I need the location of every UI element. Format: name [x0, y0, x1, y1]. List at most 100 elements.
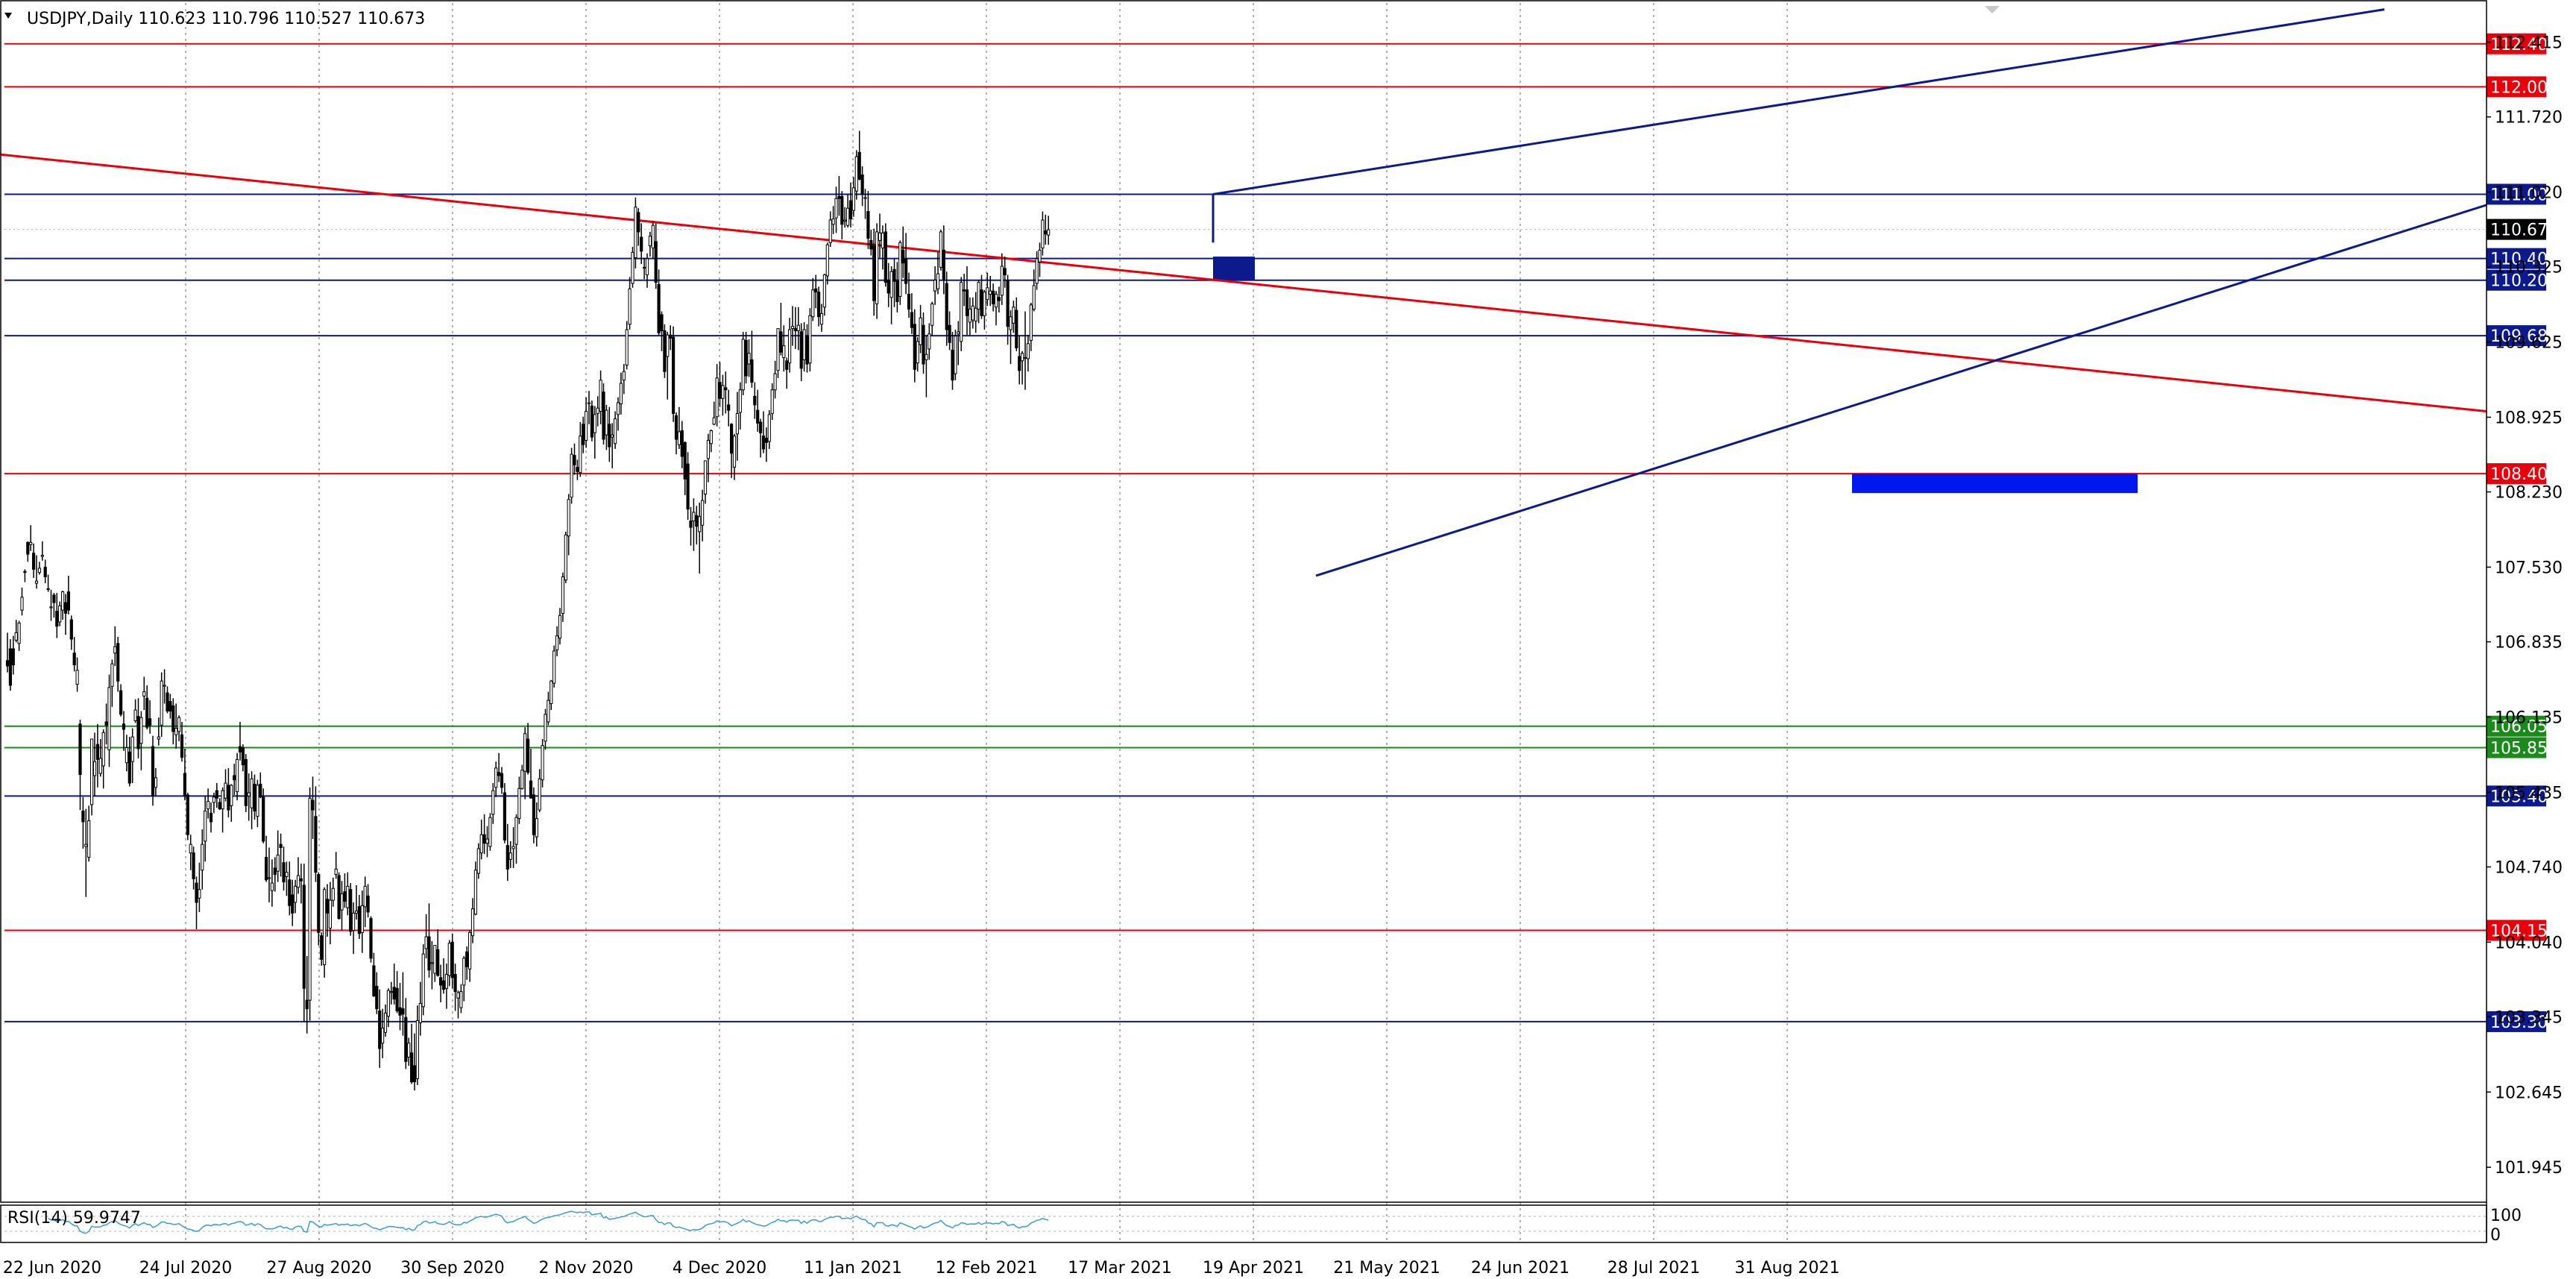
- bear-candle-body: [259, 784, 262, 798]
- bull-candle-body: [363, 885, 367, 908]
- candle: [735, 392, 739, 461]
- candle: [296, 857, 300, 894]
- candle: [352, 902, 356, 955]
- candle: [532, 787, 535, 843]
- candle: [247, 773, 251, 821]
- bull-candle-body: [1038, 249, 1042, 263]
- time-tick-label: 4 Dec 2020: [673, 1259, 767, 1278]
- price-tick-label: 106.135: [2495, 708, 2563, 727]
- bear-candle-body: [945, 283, 948, 330]
- candle: [564, 531, 567, 584]
- bear-candle-body: [654, 241, 658, 283]
- upper-channel-line[interactable]: [1212, 8, 2385, 195]
- candle: [936, 252, 940, 295]
- candle: [1029, 303, 1033, 351]
- bear-candle-body: [837, 195, 841, 199]
- candle: [761, 411, 766, 453]
- bull-candle-body: [433, 945, 437, 974]
- bull-candle-body: [198, 889, 201, 899]
- bull-candle-body: [296, 875, 300, 888]
- candle: [698, 503, 702, 574]
- bull-candle-body: [491, 790, 495, 815]
- candle: [378, 989, 382, 1068]
- bear-candle-body: [764, 438, 769, 443]
- candle: [1018, 336, 1021, 385]
- bear-candle-body: [506, 845, 509, 870]
- candle: [447, 940, 451, 987]
- candle: [104, 703, 108, 745]
- bear-candle-body: [657, 284, 661, 333]
- candle: [133, 699, 137, 723]
- candle: [1026, 335, 1030, 372]
- bull-candle-body: [616, 402, 620, 415]
- candle: [837, 175, 841, 216]
- bull-candle-body: [1026, 343, 1030, 359]
- bull-candle-body: [552, 650, 556, 684]
- zones[interactable]: [1213, 257, 2138, 494]
- bull-candle-body: [1009, 316, 1013, 330]
- candle: [872, 228, 876, 316]
- candle: [799, 323, 803, 382]
- bear-candle-body: [244, 758, 248, 806]
- candle: [971, 297, 974, 329]
- bull-candle-body: [101, 732, 105, 767]
- bear-candle-body: [8, 648, 13, 686]
- candle: [34, 555, 39, 589]
- candle: [122, 711, 126, 751]
- bear-candle-body: [857, 151, 861, 180]
- bull-candle-body: [881, 232, 885, 249]
- candle: [331, 877, 335, 907]
- bear-candle-body: [119, 690, 123, 715]
- candle: [241, 744, 245, 772]
- bull-candle-body: [570, 453, 573, 498]
- rsi-panel[interactable]: [4, 1210, 2487, 1234]
- candle: [637, 208, 640, 246]
- buy-zone[interactable]: [1852, 474, 2138, 494]
- bull-candle-body: [160, 680, 163, 726]
- candle: [337, 872, 341, 920]
- candle: [848, 182, 853, 228]
- bull-candle-body: [221, 790, 224, 810]
- candle: [154, 767, 158, 796]
- candle: [273, 857, 277, 892]
- bear-candle-body: [660, 314, 664, 331]
- bear-candle-body: [779, 331, 783, 353]
- level-tag-label: 108.400: [2490, 465, 2558, 484]
- candle: [904, 233, 908, 295]
- candle: [270, 859, 274, 907]
- candle: [767, 410, 771, 449]
- bear-candle-body: [695, 515, 699, 527]
- bull-candle-body: [29, 541, 33, 545]
- lower-channel-line[interactable]: [1315, 204, 2487, 577]
- horizontal-levels[interactable]: 112.400 112.000 111.000 110.402 110.200 109.6…: [4, 33, 2558, 1032]
- candle: [386, 988, 390, 1028]
- bull-candle-body: [651, 224, 655, 249]
- time-axis[interactable]: 22 Jun 2020 24 Jul 2020 27 Aug 2020 30 Sep …: [3, 1259, 1840, 1278]
- rsi-scale-top: 100: [2490, 1207, 2522, 1225]
- chart-shift-marker-icon[interactable]: [1985, 6, 2000, 13]
- candle: [808, 308, 812, 372]
- candle: [465, 946, 469, 980]
- bull-candle-body: [34, 580, 39, 584]
- bull-candle-body: [831, 219, 835, 225]
- price-axis[interactable]: 112.415 111.720 111.020 110.325 109.625 108.9…: [2487, 34, 2563, 1178]
- time-tick-label: 27 Aug 2020: [267, 1259, 372, 1278]
- bull-candle-body: [564, 534, 567, 581]
- bull-candle-body: [811, 289, 815, 318]
- candle: [730, 423, 734, 478]
- bear-candle-body: [26, 541, 30, 555]
- breakout-zone[interactable]: [1213, 257, 1255, 280]
- bear-candle-body: [151, 746, 155, 796]
- bear-candle-body: [965, 289, 969, 316]
- candle: [29, 525, 33, 551]
- collapse-triangle-icon[interactable]: [4, 13, 12, 19]
- bear-candle-body: [392, 987, 396, 1000]
- bull-candle-body: [957, 331, 960, 335]
- candle: [963, 274, 966, 307]
- candle: [529, 748, 533, 799]
- trendlines[interactable]: [0, 8, 2487, 577]
- level-tag-label: 105.400: [2490, 788, 2558, 806]
- falling-red-trendline[interactable]: [0, 153, 2487, 413]
- candle: [715, 364, 719, 427]
